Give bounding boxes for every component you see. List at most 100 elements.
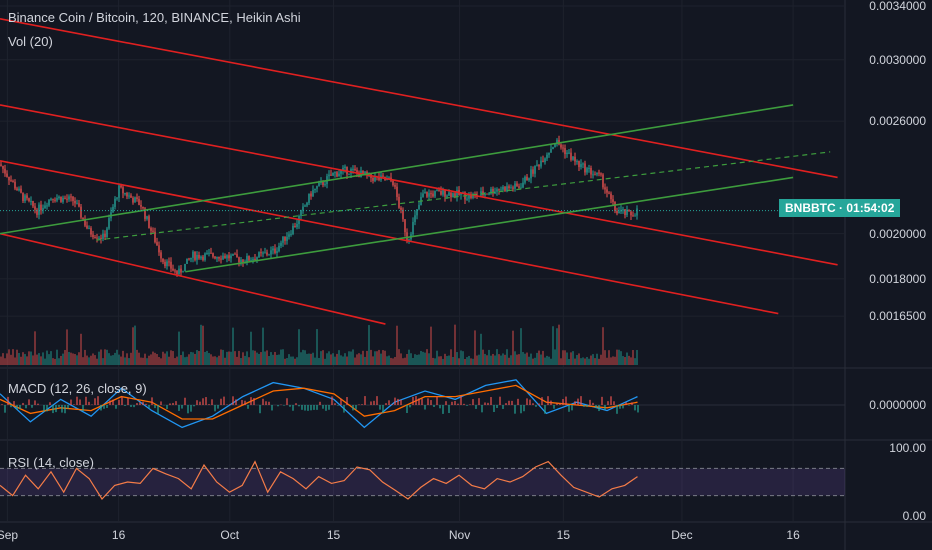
macd-histogram-bar <box>370 401 372 405</box>
volume-bar <box>478 354 480 365</box>
candle-body <box>338 173 340 177</box>
volume-bar <box>322 350 324 365</box>
candle-body <box>232 253 234 256</box>
candle-body <box>72 196 74 201</box>
macd-histogram-bar <box>283 405 285 406</box>
volume-bar <box>440 356 442 365</box>
macd-histogram-bar <box>637 405 639 413</box>
volume-bar <box>604 350 606 365</box>
candle-body <box>568 152 570 154</box>
macd-histogram-bar <box>475 405 477 409</box>
volume-bar <box>432 357 434 365</box>
candle-body <box>216 257 218 259</box>
candle-body <box>68 196 70 200</box>
candle-body <box>500 189 502 191</box>
volume-bar <box>18 352 20 365</box>
volume-bar <box>386 356 388 365</box>
volume-bar <box>508 357 510 365</box>
macd-histogram-bar <box>412 396 414 405</box>
volume-bar <box>522 352 524 365</box>
candle-body <box>526 176 528 181</box>
candle-body <box>486 193 488 195</box>
macd-histogram-bar <box>610 396 612 405</box>
time-tick-label: 16 <box>111 528 126 542</box>
candle-body <box>362 170 364 175</box>
macd-histogram-bar <box>310 405 312 411</box>
volume-bar <box>416 354 418 365</box>
volume-bar <box>358 353 360 365</box>
volume-bar <box>492 353 494 365</box>
rsi-tick-label: 100.00 <box>889 441 926 455</box>
volume-bar <box>220 349 222 365</box>
candle-body <box>442 189 444 195</box>
candle-body <box>294 225 296 228</box>
candle-body <box>22 192 24 201</box>
candle-body <box>162 258 164 262</box>
volume-bar <box>62 353 64 365</box>
volume-bar <box>572 351 574 365</box>
time-tick-label: Nov <box>448 528 471 542</box>
volume-bar <box>130 352 132 365</box>
main-legend: Binance Coin / Bitcoin, 120, BINANCE, He… <box>8 10 301 25</box>
candle-body <box>238 257 240 263</box>
volume-bar <box>2 353 4 365</box>
candle-body <box>582 163 584 165</box>
volume-bar <box>274 351 276 365</box>
macd-histogram-bar <box>613 401 615 405</box>
volume-bar <box>542 350 544 365</box>
volume-bar <box>152 351 154 365</box>
macd-histogram-bar <box>91 404 93 405</box>
volume-bar <box>466 357 468 365</box>
volume-bar <box>516 354 518 365</box>
macd-histogram-bar <box>583 405 585 407</box>
volume-bar <box>204 351 206 365</box>
volume-bar <box>390 357 392 365</box>
candle-body <box>538 164 540 167</box>
macd-histogram-bar <box>316 405 318 410</box>
candle-body <box>4 168 6 174</box>
candle-body <box>38 204 40 215</box>
candle-body <box>402 209 404 220</box>
candle-body <box>332 172 334 176</box>
macd-histogram-bar <box>136 403 138 405</box>
candle-body <box>10 180 12 182</box>
candle-body <box>328 174 330 177</box>
macd-histogram-bar <box>619 405 621 409</box>
volume-bar <box>100 349 102 365</box>
volume-bar <box>208 353 210 365</box>
macd-histogram-bar <box>385 403 387 405</box>
candle-body <box>132 197 134 203</box>
volume-bar <box>84 349 86 365</box>
macd-histogram-bar <box>76 396 78 405</box>
volume-bar <box>268 356 270 365</box>
volume-bar <box>468 355 470 365</box>
volume-bar <box>14 357 16 365</box>
volume-bar <box>582 357 584 365</box>
macd-histogram-bar <box>472 399 474 405</box>
candle-body <box>302 206 304 211</box>
macd-histogram-bar <box>490 397 492 405</box>
candle-body <box>146 216 148 219</box>
volume-bar <box>102 358 104 365</box>
candle-body <box>324 184 326 186</box>
volume-bar <box>636 349 638 365</box>
macd-histogram-bar <box>439 405 441 409</box>
macd-histogram-bar <box>169 403 171 405</box>
candle-body <box>572 156 574 160</box>
macd-histogram-bar <box>625 402 627 405</box>
macd-histogram-bar <box>7 396 9 405</box>
volume-bar <box>132 327 134 365</box>
macd-histogram-bar <box>520 405 522 414</box>
candle-body <box>604 187 606 190</box>
macd-histogram-bar <box>184 397 186 405</box>
volume-bar <box>574 358 576 365</box>
macd-histogram-bar <box>10 405 12 408</box>
volume-bar <box>126 353 128 365</box>
macd-histogram-bar <box>430 400 432 405</box>
candle-body <box>48 199 50 206</box>
volume-bar <box>418 354 420 365</box>
candle-body <box>144 208 146 219</box>
volume-bar <box>632 350 634 365</box>
